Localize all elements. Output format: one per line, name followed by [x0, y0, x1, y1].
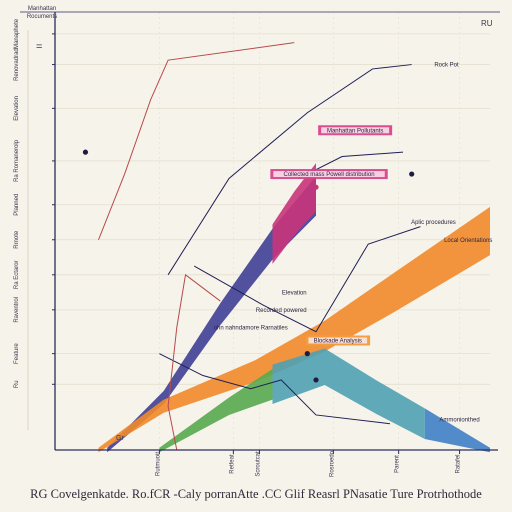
y-tick-label-7: Raventrol	[14, 297, 20, 323]
chart-caption: RG Covelgenkatde. Ro.fCR -Caly porranAtt…	[30, 487, 482, 501]
x-tick-label-1: Retfeat	[229, 454, 235, 474]
corner-label: RU	[481, 19, 493, 28]
marker-4	[313, 184, 319, 190]
y-tick-label-1: Renovadrad	[14, 48, 20, 81]
legend-mark: =	[36, 41, 42, 53]
x-tick-label-2: Scroutcat	[255, 451, 261, 477]
series-area-5	[424, 408, 490, 453]
y-tick-label-6: Ra Ectaror	[14, 260, 20, 289]
series-line-3	[159, 353, 391, 425]
chart-subtitle: Rocuments	[27, 14, 57, 20]
marker-1	[409, 171, 415, 177]
series-area-4	[272, 348, 425, 440]
y-tick-label-3: Ra Romanerolp	[14, 139, 20, 182]
x-tick-label-3: Rosroedo	[329, 450, 335, 477]
series-line-4	[98, 42, 295, 240]
y-tick-label-8: Feature	[14, 343, 20, 364]
y-tick-label-2: Elevation	[14, 96, 20, 121]
series-areas	[98, 163, 490, 453]
annotation-box-inner-2	[308, 337, 368, 344]
markers	[82, 149, 415, 383]
x-tick-label-5: Ratafel	[456, 454, 462, 473]
y-tick-label-4: Planned	[14, 194, 20, 216]
annotation-box-inner-1	[273, 171, 385, 178]
series-area-3	[159, 368, 273, 453]
axes	[20, 11, 500, 451]
annotation-label-0: Manhattan Pollutants	[327, 128, 383, 134]
annotation-label-1: Collected mass Powell distribution	[284, 172, 375, 178]
series-area-0	[107, 176, 316, 453]
chart-title: Manhattan	[28, 6, 56, 12]
annotation-label-9: Ammonionthed	[439, 417, 479, 423]
annotation-label-4: Aplic procedures	[411, 220, 456, 226]
y-tick-label-5: Rrnote	[14, 230, 20, 249]
x-tick-label-4: Parent	[395, 455, 401, 473]
series-line-0	[167, 64, 412, 276]
annotation-label-6: Elevation	[282, 290, 307, 296]
annotation-label-5: Local Orientations	[444, 238, 492, 244]
y-tick-label-0: Manaphete	[14, 18, 20, 49]
annotation-box-inner-0	[321, 127, 390, 134]
y-tick-label-9: Ru	[14, 380, 20, 388]
marker-2	[304, 351, 310, 357]
marker-3	[313, 377, 319, 383]
series-line-5	[167, 273, 221, 451]
series-area-2	[98, 206, 490, 453]
annotation-label-2: Blockade Analysis	[314, 339, 362, 345]
origin-label: Gr	[116, 435, 124, 442]
annotation-label-3: Rock Pot	[434, 63, 459, 69]
annotation-label-7: Recorded powered	[256, 308, 307, 314]
x-tick-label-0: Rutmuoit	[155, 452, 161, 476]
annotation-label-8: ohn nahndamore Rarnatiles	[214, 325, 288, 331]
marker-0	[82, 149, 89, 155]
annotations: Manhattan Pollutants Collected mass Powel…	[214, 63, 493, 424]
series-line-2	[193, 226, 421, 333]
series-area-1	[272, 163, 316, 264]
